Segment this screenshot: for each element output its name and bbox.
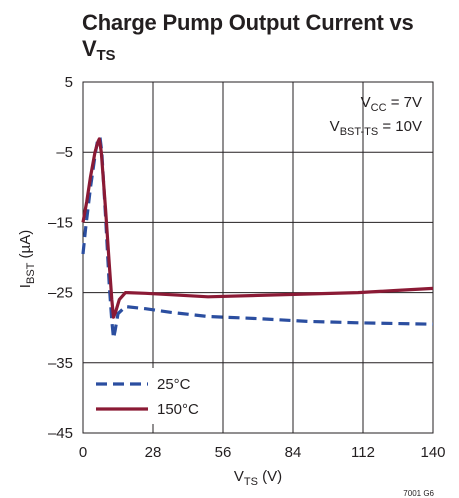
y-axis-label: IBST (µA) [17,230,37,288]
series-line-25c [81,135,434,340]
annotation-vcc: VCC = 7V [361,94,422,114]
x-tick-label: 56 [215,444,232,461]
annotation-vbst-ts: VBST-TS = 10V [330,118,422,138]
legend: 25°C 150°C [90,368,199,424]
x-tick-label: 112 [351,444,375,461]
x-tick-label: 84 [285,444,302,461]
x-tick-label: 0 [79,444,87,461]
y-tick-label: –15 [48,214,73,231]
x-axis-label: VTS (V) [234,468,282,488]
x-tick-label: 28 [145,444,162,461]
y-tick-label: –35 [48,355,73,372]
y-tick-label: –25 [48,285,73,302]
y-tick-label: 5 [65,74,73,91]
legend-label-150c: 150°C [157,401,199,418]
y-tick-label: –5 [56,144,73,161]
chart-title: Charge Pump Output Current vs VTS [82,10,414,69]
legend-label-25c: 25°C [157,376,191,393]
y-tick-label: –45 [48,425,73,442]
tick-labels: 0 28 56 84 112 140 5 –5 –15 –25 –35 –45 [48,74,446,461]
series-group [81,135,434,340]
chart-title-line1: Charge Pump Output Current vs [82,10,414,35]
figure-code: 7001 G6 [403,489,434,498]
x-tick-label: 140 [420,444,445,461]
plot-frame [82,81,434,434]
legend-background [90,368,198,424]
chart-title-line2: VTS [82,36,116,64]
series-line-150c [81,137,434,319]
